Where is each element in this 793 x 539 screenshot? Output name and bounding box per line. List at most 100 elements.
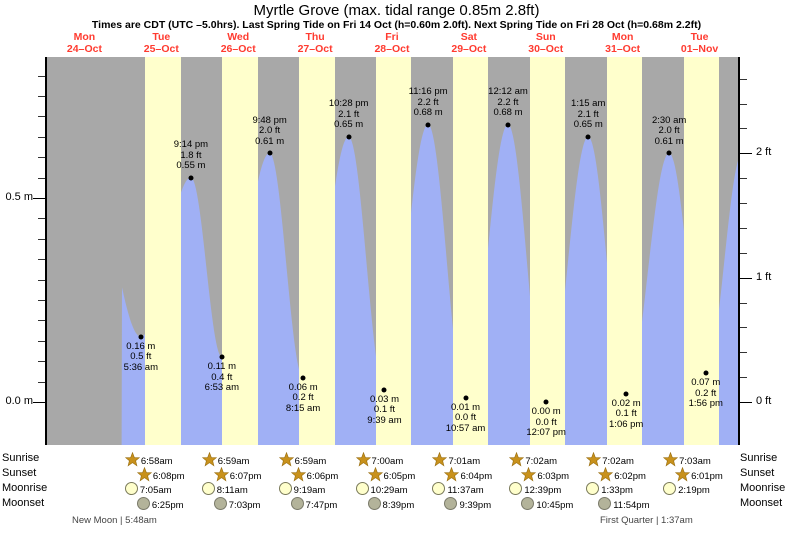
anno-line: 0.00 m (531, 406, 561, 417)
high-tide-label-1: 9:48 pm 2.0 ft 0.61 m (252, 115, 286, 148)
sunset-entry-4: 6:04pm (444, 467, 492, 482)
day-date: 26–Oct (220, 43, 256, 55)
high-tide-marker-2 (346, 134, 352, 140)
sunrise-time: 7:02am (602, 456, 634, 467)
moonset-entry-5: 10:45pm (521, 497, 573, 511)
right-tick (740, 203, 747, 204)
anno-line: 10:28 pm (328, 98, 369, 110)
moonset-time: 6:25pm (151, 500, 184, 511)
anno-line: 0.5 ft (130, 351, 152, 363)
low-tide-label-3: 0.03 m 0.1 ft 9:39 am (367, 393, 401, 427)
high-tide-marker-1 (267, 150, 273, 156)
sunrise-time: 6:59am (294, 456, 327, 467)
day-header-0: Mon 24–Oct (46, 31, 123, 55)
day-header-6: Sun 30–Oct (507, 31, 584, 55)
sunset-time: 6:04pm (460, 471, 493, 482)
star-icon (675, 467, 691, 482)
day-header-8: Tue 01–Nov (661, 31, 738, 55)
moon-icon (278, 482, 292, 495)
anno-line: 0.07 m (691, 377, 721, 389)
anno-line: 12:07 pm (526, 427, 566, 438)
sunset-entry-3: 6:05pm (367, 467, 416, 482)
sunrise-entry-4: 7:01am (432, 452, 480, 467)
day-date: 24–Oct (66, 43, 102, 55)
anno-line: 5:36 am (123, 361, 158, 373)
left-tick (33, 402, 45, 403)
anno-line: 0.0 ft (535, 416, 557, 428)
low-tide-label-0: 0.16 m 0.5 ft 5:36 am (123, 341, 158, 374)
anno-line: 0.2 ft (292, 392, 314, 404)
high-tide-label-2: 10:28 pm 2.1 ft 0.65 m (329, 99, 369, 131)
anno-line: 12:12 am (488, 86, 528, 98)
low-tide-marker-1 (219, 354, 225, 360)
moonrise-entry-5: 12:39pm (509, 482, 561, 496)
y-axis-label-right-0: 2 ft (756, 146, 772, 159)
moon-icon (355, 482, 369, 495)
left-axis (45, 57, 47, 445)
right-tick (740, 303, 747, 304)
anno-line: 10:57 am (445, 422, 486, 434)
anno-line: 0.1 ft (373, 404, 396, 416)
sunrise-time: 6:58am (140, 456, 173, 467)
star-icon (509, 452, 525, 467)
star-icon (521, 467, 537, 482)
star-icon (598, 467, 614, 482)
low-tide-marker-2 (300, 375, 306, 381)
day-header-5: Sat 29–Oct (430, 31, 507, 55)
high-tide-label-6: 2:30 am 2.0 ft 0.61 m (651, 114, 687, 148)
page-title: Myrtle Grove (max. tidal range 0.85m 2.8… (253, 2, 540, 19)
daylight-band-4 (452, 57, 489, 445)
left-tick (38, 259, 45, 260)
y-axis-label-right-1: 1 ft (756, 270, 772, 283)
row-label-sunrise-right: Sunrise (740, 452, 778, 464)
anno-line: 0.03 m (369, 393, 399, 405)
left-tick (38, 76, 45, 77)
page-subtitle: Times are CDT (UTC –5.0hrs). Last Spring… (91, 19, 702, 31)
daylight-band-1 (222, 57, 258, 445)
moonrise-time: 1:33pm (601, 485, 633, 496)
anno-line: 0.4 ft (211, 371, 233, 383)
high-tide-label-4: 12:12 am 2.2 ft 0.68 m (488, 87, 528, 119)
sunrise-time: 7:02am (525, 456, 558, 467)
tide-area (121, 124, 738, 445)
anno-line: 9:14 pm (173, 139, 209, 151)
y-axis-label-right-2: 0 ft (756, 395, 772, 407)
anno-line: 2:30 am (651, 114, 687, 126)
low-tide-marker-5 (543, 399, 549, 405)
anno-line: 1:06 pm (609, 418, 644, 430)
moonrise-time: 10:29am (370, 485, 408, 496)
day-of-week: Thu (305, 31, 325, 43)
row-label-moonrise-right: Moonrise (740, 482, 786, 494)
moon-icon (201, 482, 215, 495)
moon-icon (432, 482, 446, 495)
low-tide-marker-6 (623, 391, 629, 397)
day-header-7: Mon 31–Oct (584, 31, 661, 55)
sunset-entry-6: 6:02pm (598, 467, 646, 482)
row-label-sunrise-left: Sunrise (2, 452, 40, 464)
anno-line: 2.1 ft (338, 108, 360, 120)
anno-line: 1.8 ft (180, 149, 202, 161)
sunset-time: 6:05pm (383, 471, 416, 482)
moonrise-entry-3: 10:29am (355, 482, 408, 496)
star-icon (213, 467, 229, 482)
anno-line: 0.06 m (288, 381, 318, 393)
high-tide-label-3: 11:16 pm 2.2 ft 0.68 m (409, 87, 448, 119)
anno-line: 0.61 m (654, 135, 684, 147)
low-tide-marker-7 (703, 370, 709, 376)
right-tick (740, 228, 747, 229)
left-tick (38, 239, 45, 240)
sunrise-entry-6: 7:02am (586, 452, 634, 467)
anno-line: 0.1 ft (615, 408, 637, 420)
day-date: 28–Oct (374, 43, 410, 55)
sunset-time: 6:08pm (152, 471, 185, 482)
tide-chart-plot (46, 57, 738, 445)
star-icon (355, 452, 371, 467)
sunrise-entry-5: 7:02am (509, 452, 557, 467)
astro-rows: Sunrise Sunrise Sunset Sunset Moonrise Moonri… (0, 447, 793, 539)
right-tick (740, 377, 747, 378)
star-icon (201, 452, 217, 467)
left-tick (38, 116, 45, 117)
anno-line: 8:15 am (285, 402, 321, 414)
right-tick (740, 153, 752, 154)
anno-line: 0.68 m (413, 107, 443, 119)
